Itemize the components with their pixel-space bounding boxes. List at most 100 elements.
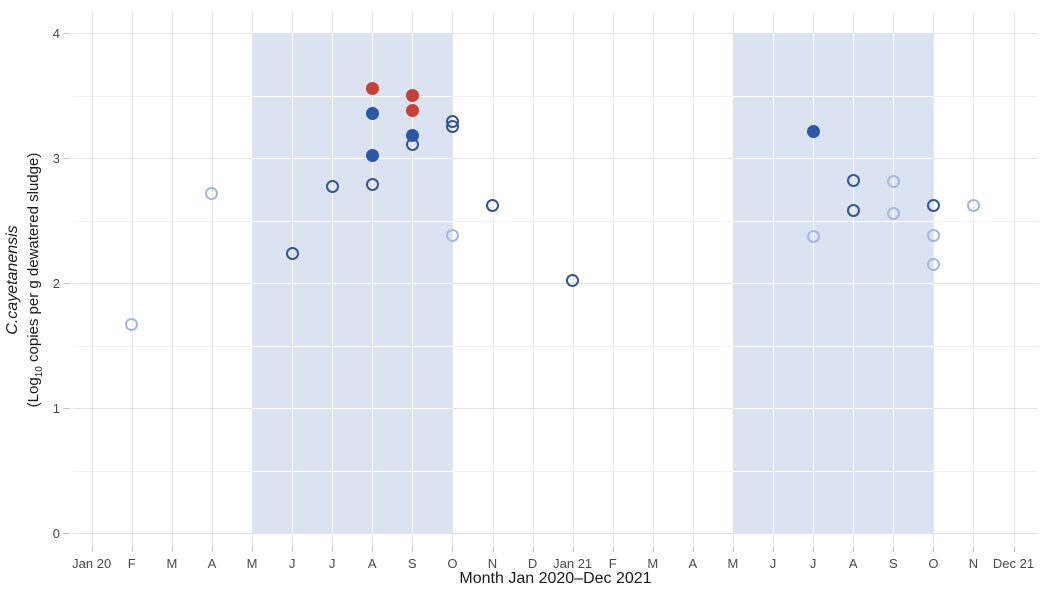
- band-horizontal-gridline: [732, 95, 934, 97]
- x-tick-label: J: [288, 556, 296, 571]
- vertical-gridline: [211, 12, 213, 545]
- x-tick-label: J: [809, 556, 817, 571]
- data-point-filled-blue: [806, 125, 820, 139]
- data-point-filled-blue: [365, 149, 379, 162]
- vertical-gridline: [1013, 12, 1015, 545]
- vertical-gridline: [171, 12, 173, 545]
- x-tick-label: A: [688, 556, 698, 571]
- major-horizontal-gridline: [73, 283, 1038, 284]
- vertical-gridline: [492, 12, 494, 545]
- x-tick-label: Dec 21: [992, 556, 1035, 571]
- x-tick-label: A: [207, 556, 217, 571]
- y-axis-unit-subscript: 10: [34, 366, 45, 378]
- x-tick-label: A: [848, 556, 858, 571]
- x-axis-tick: [412, 546, 414, 552]
- x-axis-tick: [652, 546, 654, 552]
- x-axis-tick: [171, 546, 173, 552]
- x-tick-label: M: [647, 556, 659, 571]
- x-tick-label: Jan 20: [72, 556, 112, 571]
- vertical-gridline: [612, 12, 614, 545]
- x-tick-label: N: [487, 556, 498, 571]
- data-point-open-light-blue: [205, 186, 219, 200]
- x-axis-tick: [692, 546, 694, 552]
- data-point-filled-red: [405, 89, 419, 102]
- x-axis-tick: [612, 546, 614, 552]
- x-axis-tick: [893, 546, 895, 552]
- band-horizontal-gridline: [732, 220, 934, 222]
- vertical-gridline: [91, 12, 93, 545]
- data-point-open-light-blue: [926, 229, 940, 242]
- minor-horizontal-gridline: [73, 95, 1038, 97]
- x-tick-label: M: [246, 556, 258, 571]
- band-horizontal-gridline: [252, 345, 453, 347]
- seasonal-shaded-band: [252, 34, 453, 533]
- x-axis-tick: [813, 546, 815, 552]
- x-axis-tick: [492, 546, 494, 552]
- y-axis-tick: [63, 283, 70, 284]
- x-tick-label: D: [527, 556, 538, 571]
- data-point-open-dark-blue: [846, 204, 860, 217]
- x-axis-tick: [452, 546, 454, 552]
- data-point-filled-blue: [405, 129, 419, 142]
- data-point-filled-red: [405, 104, 419, 117]
- band-horizontal-gridline: [732, 158, 934, 159]
- band-horizontal-gridline: [732, 408, 934, 409]
- band-horizontal-gridline: [252, 408, 453, 409]
- band-horizontal-gridline: [252, 283, 453, 284]
- data-point-filled-blue: [365, 106, 379, 120]
- vertical-gridline: [131, 12, 133, 545]
- data-point-open-light-blue: [125, 317, 139, 331]
- x-tick-label: M: [727, 556, 739, 571]
- x-axis-tick: [853, 546, 855, 552]
- x-axis-tick: [372, 546, 374, 552]
- x-axis-tick: [933, 546, 935, 552]
- band-horizontal-gridline: [252, 470, 453, 472]
- y-tick-label: 0: [52, 526, 60, 541]
- y-tick-label: 4: [52, 26, 60, 41]
- data-point-filled-red: [365, 81, 379, 95]
- x-axis-tick: [332, 546, 334, 552]
- major-horizontal-gridline: [73, 33, 1038, 34]
- band-horizontal-gridline: [732, 345, 934, 347]
- vertical-gridline: [452, 12, 454, 545]
- x-tick-label: M: [166, 556, 178, 571]
- data-point-open-light-blue: [445, 229, 459, 242]
- data-point-open-dark-blue: [365, 177, 379, 191]
- major-horizontal-gridline: [73, 408, 1038, 409]
- minor-horizontal-gridline: [73, 220, 1038, 222]
- seasonal-shaded-band: [732, 34, 934, 533]
- vertical-gridline: [933, 12, 935, 545]
- data-point-open-dark-blue: [926, 199, 940, 212]
- band-horizontal-gridline: [252, 158, 453, 159]
- x-tick-label: F: [608, 556, 617, 571]
- y-tick-label: 3: [52, 151, 60, 166]
- x-axis-title: Month Jan 2020–Dec 2021: [459, 570, 652, 587]
- data-point-open-dark-blue: [846, 174, 860, 187]
- plot-panel: [73, 12, 1038, 545]
- y-axis-tick: [63, 33, 70, 34]
- vertical-gridline: [532, 12, 534, 545]
- data-point-open-light-blue: [886, 175, 900, 189]
- vertical-gridline: [652, 12, 654, 545]
- data-point-open-light-blue: [886, 206, 900, 220]
- x-axis-tick: [973, 546, 975, 552]
- y-tick-label: 1: [52, 401, 60, 416]
- x-tick-label: S: [407, 556, 417, 571]
- data-point-open-dark-blue: [325, 180, 339, 194]
- x-axis-tick: [91, 546, 93, 552]
- y-axis-tick: [63, 158, 70, 159]
- data-point-open-dark-blue: [486, 199, 499, 212]
- x-tick-label: F: [127, 556, 136, 571]
- x-tick-label: S: [888, 556, 898, 571]
- data-point-open-light-blue: [806, 230, 820, 244]
- x-axis-tick: [773, 546, 775, 552]
- x-axis-tick: [211, 546, 213, 552]
- y-axis-species-label: C.cayetanensis: [4, 225, 21, 335]
- data-point-open-dark-blue: [445, 120, 459, 134]
- x-tick-label: A: [367, 556, 377, 571]
- y-axis-tick: [63, 533, 70, 534]
- x-axis-tick: [532, 546, 534, 552]
- data-point-open-dark-blue: [566, 274, 580, 287]
- minor-horizontal-gridline: [73, 345, 1038, 347]
- vertical-gridline: [692, 12, 694, 545]
